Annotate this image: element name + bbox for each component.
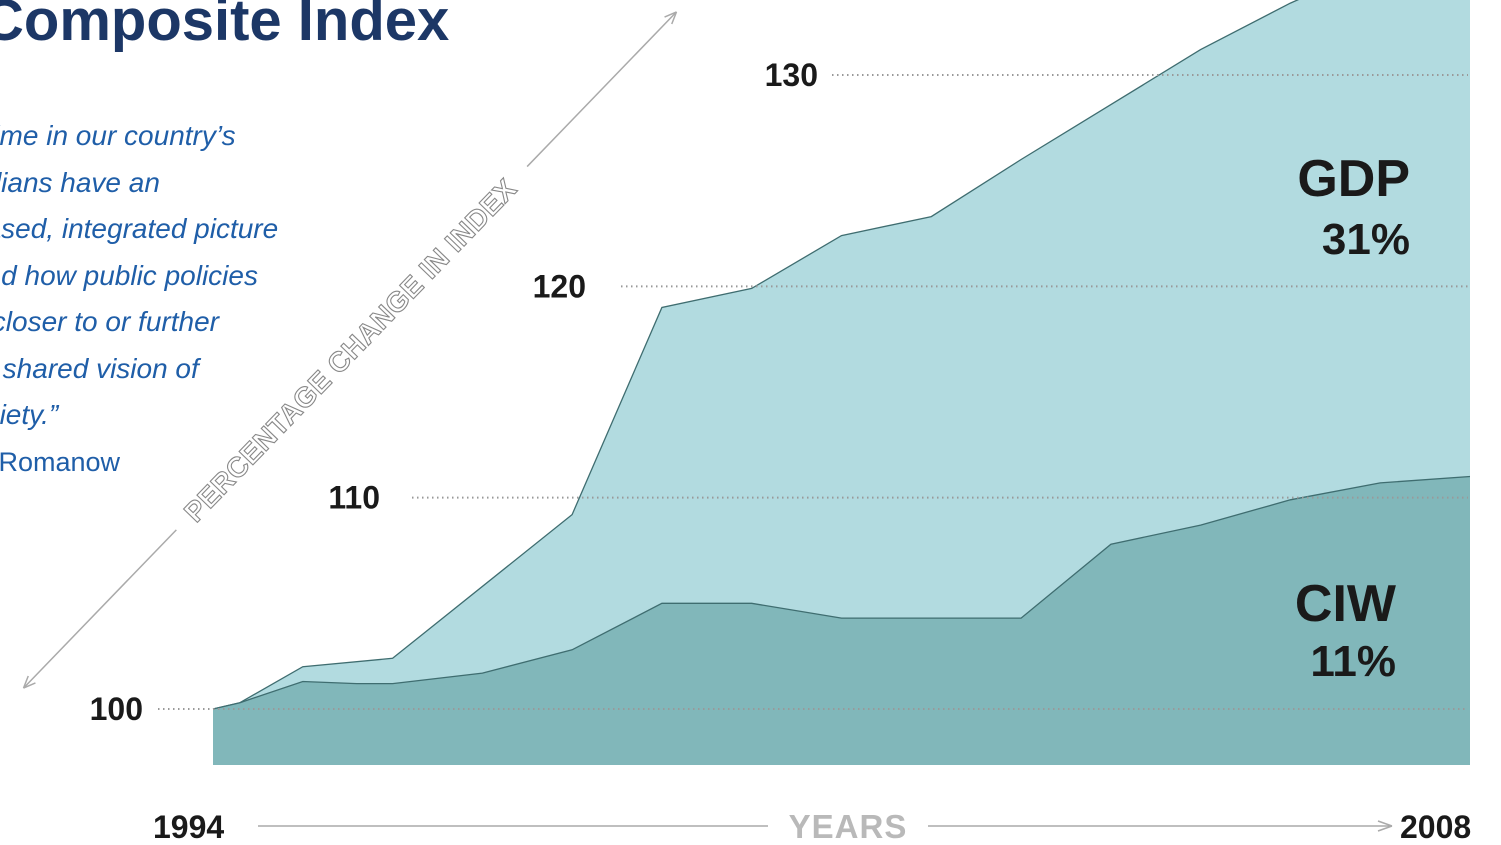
y-tick-label-120: 120: [533, 268, 586, 304]
y-axis-line-lower: [22, 529, 177, 689]
x-axis-arrowhead: [1377, 820, 1393, 832]
y-tick-label-100: 100: [90, 691, 143, 727]
ciw-line: [212, 475, 1471, 710]
quote-line: based, integrated picture: [0, 213, 279, 244]
quote-line: s closer to or further: [0, 306, 219, 337]
gdp-line: [212, 0, 1300, 710]
x-end-label: 2008: [1400, 809, 1471, 845]
gdp-series-label: GDP: [1297, 150, 1410, 208]
x-start-label: 1994: [153, 809, 224, 845]
quote-line: ur shared vision of: [0, 352, 199, 384]
quote: t time in our country’s adians have an b…: [0, 113, 278, 485]
quote-line: ociety.”: [0, 399, 59, 430]
y-axis-arrowhead-lower: [22, 675, 36, 689]
quote-line: t time in our country’s: [0, 120, 236, 151]
page-title: Composite Index: [0, 0, 450, 53]
y-tick-label-110: 110: [328, 480, 380, 516]
y-tick-label-130: 130: [765, 57, 818, 93]
ciw-area: [213, 476, 1470, 765]
ciw-series-label: CIW: [1295, 575, 1397, 633]
quote-line: adians have an: [0, 166, 160, 198]
x-axis-label: YEARS: [789, 808, 908, 845]
quote-line: and how public policies: [0, 259, 258, 291]
y-axis-line-upper: [526, 11, 678, 168]
y-axis-arrowhead-upper: [664, 11, 678, 25]
ciw-change-label: 11%: [1310, 637, 1396, 686]
quote-author: J. Romanow: [0, 446, 121, 477]
gdp-change-label: 31%: [1322, 215, 1410, 264]
